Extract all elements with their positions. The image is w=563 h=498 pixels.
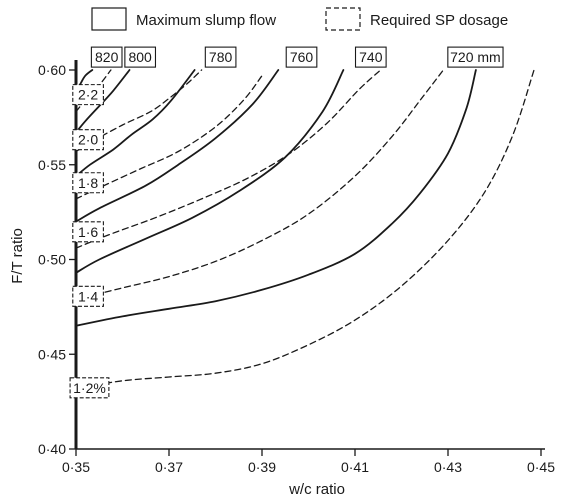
y-axis-title: F/T ratio (9, 228, 26, 284)
contour-label-text: 2·0 (78, 132, 98, 148)
contour-label-text: 1·4 (78, 288, 98, 304)
x-tick-label-4: 0·43 (434, 459, 462, 475)
contour-label-text: 1·2% (73, 380, 106, 396)
contour-label-text: 820 (95, 49, 119, 65)
dosage-label-1-8: 1·8 (72, 172, 104, 194)
contour-label-box (72, 84, 104, 106)
contour-label-box (124, 46, 157, 68)
slump-flow-curve-720-mm (76, 69, 477, 327)
y-tick-label-3: 0·55 (38, 157, 66, 173)
contour-label-text: 2·2 (78, 87, 98, 103)
slump-flow-curve-780 (76, 69, 196, 177)
sp-dosage-curve-1-4 (76, 69, 444, 300)
contour-label-box (72, 285, 104, 307)
dosage-label-1-2: 1·2% (69, 377, 110, 399)
x-tick-label-5: 0·45 (527, 459, 555, 475)
contour-label-box (285, 46, 318, 68)
x-tick-label-1: 0·37 (155, 459, 183, 475)
contour-label-text: 740 (359, 49, 383, 65)
flow-label-820: 820 (90, 46, 123, 68)
flow-label-760: 760 (285, 46, 318, 68)
legend-label-solid: Maximum slump flow (136, 12, 276, 29)
legend-swatch-solid (91, 7, 127, 31)
dosage-label-1-6: 1·6 (72, 221, 104, 243)
dosage-label-2-0: 2·0 (72, 129, 104, 151)
contour-curves (76, 69, 535, 390)
sp-dosage-curve-1-2 (76, 69, 535, 390)
contour-label-text: 800 (128, 49, 152, 65)
contour-label-box (90, 46, 123, 68)
legend-label-dashed: Required SP dosage (370, 12, 508, 29)
y-tick-label-4: 0·60 (38, 62, 66, 78)
y-tick-label-1: 0·45 (38, 346, 66, 362)
contour-label-text: 1·6 (78, 224, 98, 240)
contour-label-text: 720 mm (450, 49, 501, 65)
contour-label-box (72, 172, 104, 194)
contour-label-text: 1·8 (78, 175, 98, 191)
y-tick-label-0: 0·40 (38, 441, 66, 457)
x-tick-label-2: 0·39 (248, 459, 276, 475)
contour-label-text: 760 (290, 49, 314, 65)
contour-label-text: 780 (209, 49, 233, 65)
dosage-label-2-2: 2·2 (72, 84, 104, 106)
contour-label-box (72, 129, 104, 151)
y-tick-label-2: 0·50 (38, 252, 66, 268)
sp-dosage-curve-1-6 (76, 69, 382, 249)
contour-label-box (69, 377, 110, 399)
flow-label-740: 740 (354, 46, 387, 68)
legend-swatch-dashed (325, 7, 361, 31)
x-tick-label-3: 0·41 (341, 459, 369, 475)
slump-flow-curve-760 (76, 69, 280, 223)
flow-label-780: 780 (204, 46, 237, 68)
contour-labels: 820 800 780 760 740 720 mm 2·2 2·0 1·8 1·6 1·4 1·2% (69, 46, 504, 399)
axes: 0·35 0·37 0·39 0·41 0·43 0·45 0·40 0·45 0·50 0·55… (38, 60, 555, 475)
contour-label-box (204, 46, 237, 68)
contour-label-box (72, 221, 104, 243)
legend: Maximum slump flow Required SP dosage (91, 7, 508, 31)
contour-label-box (447, 46, 504, 68)
flow-label-800: 800 (124, 46, 157, 68)
slump-flow-curve-740 (76, 69, 345, 274)
dosage-label-1-4: 1·4 (72, 285, 104, 307)
x-tick-label-0: 0·35 (62, 459, 90, 475)
contour-label-box (354, 46, 387, 68)
x-axis-title: w/c ratio (288, 481, 345, 498)
slump-flow-curve-800 (76, 69, 131, 134)
flow-label-720-mm: 720 mm (447, 46, 504, 68)
